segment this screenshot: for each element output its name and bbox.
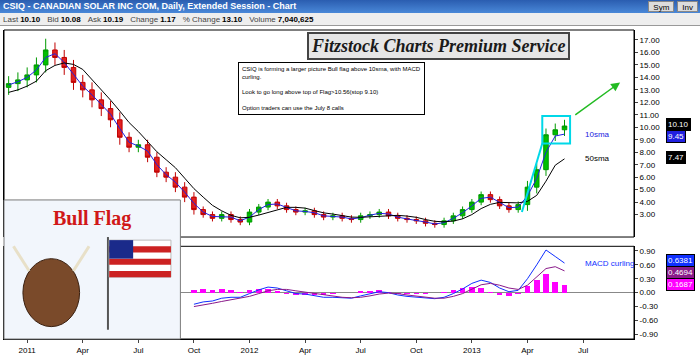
svg-text:Bull Flag: Bull Flag [53, 207, 131, 230]
svg-text:Jul: Jul [356, 346, 366, 355]
svg-text:0.00: 0.00 [640, 288, 656, 297]
svg-text:5.00: 5.00 [640, 185, 656, 194]
html-text:CSIQ - CANADIAN SOLAR INC COM,: CSIQ - CANADIAN SOLAR INC COM, Daily, Ex… [3, 1, 297, 11]
svg-text:Jul: Jul [578, 346, 588, 355]
svg-text:11.00: 11.00 [640, 111, 660, 120]
svg-text:-0.90: -0.90 [640, 330, 659, 339]
html-text:Bid 10.08: Bid 10.08 [47, 15, 81, 24]
svg-text:9.45: 9.45 [668, 132, 684, 141]
svg-text:2011: 2011 [19, 346, 37, 355]
svg-text:8.00: 8.00 [640, 148, 656, 157]
svg-text:0.1687: 0.1687 [668, 280, 693, 289]
svg-text:-0.60: -0.60 [640, 316, 659, 325]
svg-text:10sma: 10sma [585, 130, 610, 139]
svg-text:50sma: 50sma [585, 154, 610, 163]
svg-text:4.00: 4.00 [640, 198, 656, 207]
svg-text:Oct: Oct [188, 346, 201, 355]
svg-text:-0.30: -0.30 [640, 302, 659, 311]
html-text:Last 10.10: Last 10.10 [3, 15, 41, 24]
svg-text:15.00: 15.00 [640, 61, 661, 70]
svg-text:7.00: 7.00 [640, 160, 656, 169]
svg-text:13.00: 13.00 [640, 86, 661, 95]
svg-text:Jul: Jul [133, 346, 143, 355]
svg-text:2012: 2012 [241, 346, 259, 355]
svg-text:0.4694: 0.4694 [668, 268, 693, 277]
svg-text:9.00: 9.00 [640, 136, 656, 145]
svg-text:Apr: Apr [521, 346, 534, 355]
svg-text:17.00: 17.00 [640, 36, 661, 45]
svg-text:16.00: 16.00 [640, 48, 661, 57]
svg-text:0.90: 0.90 [640, 247, 656, 256]
html-text:Sym: Sym [653, 3, 670, 12]
svg-text:Fitzstock Charts Premium Servi: Fitzstock Charts Premium Service [311, 36, 566, 56]
svg-text:MACD curling: MACD curling [585, 259, 634, 268]
svg-text:Oct: Oct [410, 346, 423, 355]
html-text:Volume 7,040,625: Volume 7,040,625 [249, 15, 314, 24]
svg-text:10.00: 10.00 [640, 123, 661, 132]
svg-text:14.00: 14.00 [640, 73, 661, 82]
svg-text:CSIQ is forming a larger pictu: CSIQ is forming a larger picture Bull fl… [242, 66, 421, 111]
html-text:% Change 13.10: % Change 13.10 [182, 15, 243, 24]
svg-text:7.47: 7.47 [668, 153, 684, 162]
svg-text:6.00: 6.00 [640, 173, 656, 182]
svg-text:Apr: Apr [77, 346, 90, 355]
svg-text:0.30: 0.30 [640, 275, 656, 284]
html-text:Change 1.17: Change 1.17 [130, 15, 176, 24]
svg-text:0.6381: 0.6381 [668, 256, 693, 265]
html-text:Inv: Inv [682, 3, 693, 12]
svg-text:3.00: 3.00 [640, 210, 656, 219]
svg-text:10.10: 10.10 [668, 120, 689, 129]
svg-text:0.60: 0.60 [640, 261, 656, 270]
svg-text:2013: 2013 [463, 346, 481, 355]
html-text:Ask 10.19: Ask 10.19 [87, 15, 124, 24]
svg-text:Apr: Apr [299, 346, 312, 355]
svg-text:12.00: 12.00 [640, 98, 661, 107]
